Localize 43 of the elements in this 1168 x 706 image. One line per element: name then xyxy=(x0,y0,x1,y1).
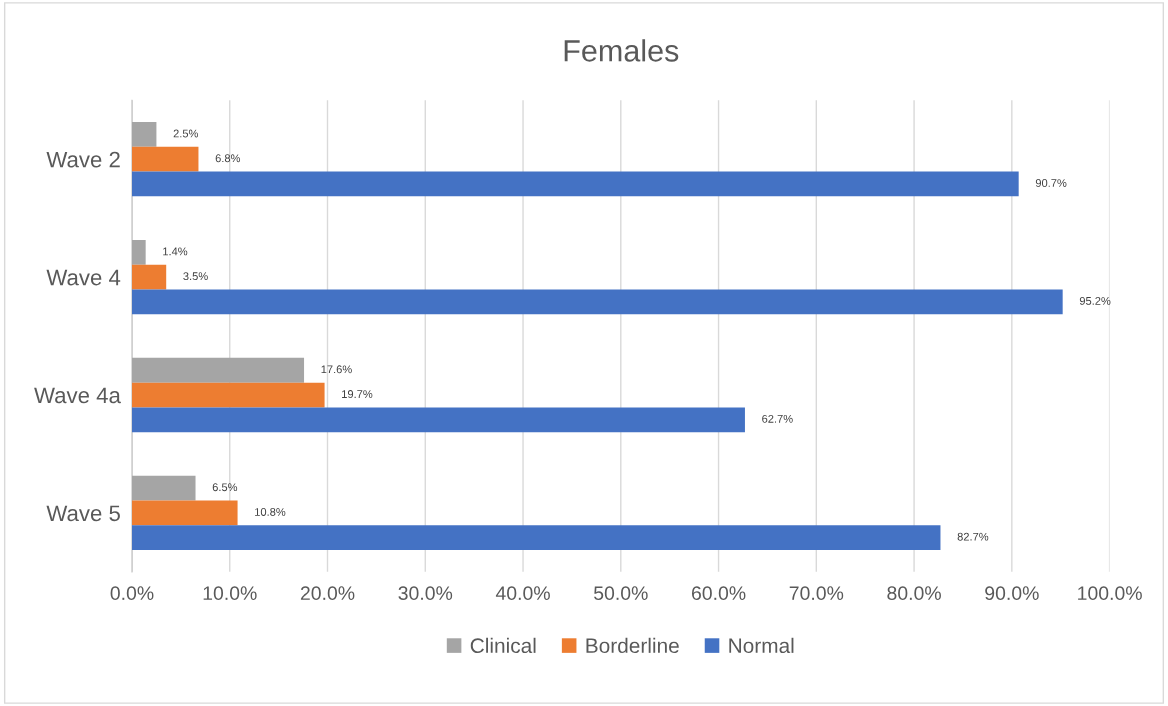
legend-label: Borderline xyxy=(586,637,679,654)
data-label: 10.8% xyxy=(255,508,286,516)
data-label: 82.7% xyxy=(957,532,989,541)
bar xyxy=(131,289,1063,315)
bar xyxy=(131,500,238,526)
legend-label: Clinical xyxy=(470,637,536,654)
chart-title: Females xyxy=(564,39,679,62)
y-tick-label: Wave 5 xyxy=(46,505,120,522)
bar xyxy=(131,357,305,383)
data-label: 2.5% xyxy=(173,129,199,138)
bar xyxy=(131,475,196,501)
x-tick-label: 50.0% xyxy=(594,586,648,601)
x-tick-label: 0.0% xyxy=(110,586,154,601)
x-tick-label: 70.0% xyxy=(789,586,844,601)
x-tick-label: 40.0% xyxy=(495,586,550,601)
bar xyxy=(131,146,199,172)
x-tick-label: 60.0% xyxy=(691,586,746,601)
y-tick-label: Wave 4a xyxy=(34,387,121,404)
x-tick-label: 90.0% xyxy=(985,586,1039,601)
x-tick-label: 10.0% xyxy=(203,586,257,601)
bar xyxy=(131,122,157,147)
x-tick-label: 20.0% xyxy=(300,586,355,601)
data-label: 90.7% xyxy=(1035,179,1067,187)
data-label: 62.7% xyxy=(762,414,793,423)
data-label: 19.7% xyxy=(342,390,373,398)
data-label: 3.5% xyxy=(183,272,208,281)
data-label: 1.4% xyxy=(163,247,188,256)
data-label: 6.8% xyxy=(215,154,241,163)
bar xyxy=(131,525,941,551)
bar xyxy=(131,171,1019,197)
bar xyxy=(131,264,167,290)
y-tick-label: Wave 2 xyxy=(46,151,120,168)
bar xyxy=(131,382,325,408)
bar xyxy=(131,239,146,265)
bar xyxy=(131,407,745,433)
x-tick-label: 80.0% xyxy=(887,586,941,601)
x-tick-label: 100.0% xyxy=(1078,586,1142,601)
y-tick-label: Wave 4 xyxy=(46,269,121,286)
data-label: 6.5% xyxy=(212,483,238,492)
data-label: 17.6% xyxy=(321,365,352,374)
legend-label: Normal xyxy=(729,637,794,654)
x-tick-label: 30.0% xyxy=(398,586,453,601)
data-label: 95.2% xyxy=(1079,296,1111,305)
